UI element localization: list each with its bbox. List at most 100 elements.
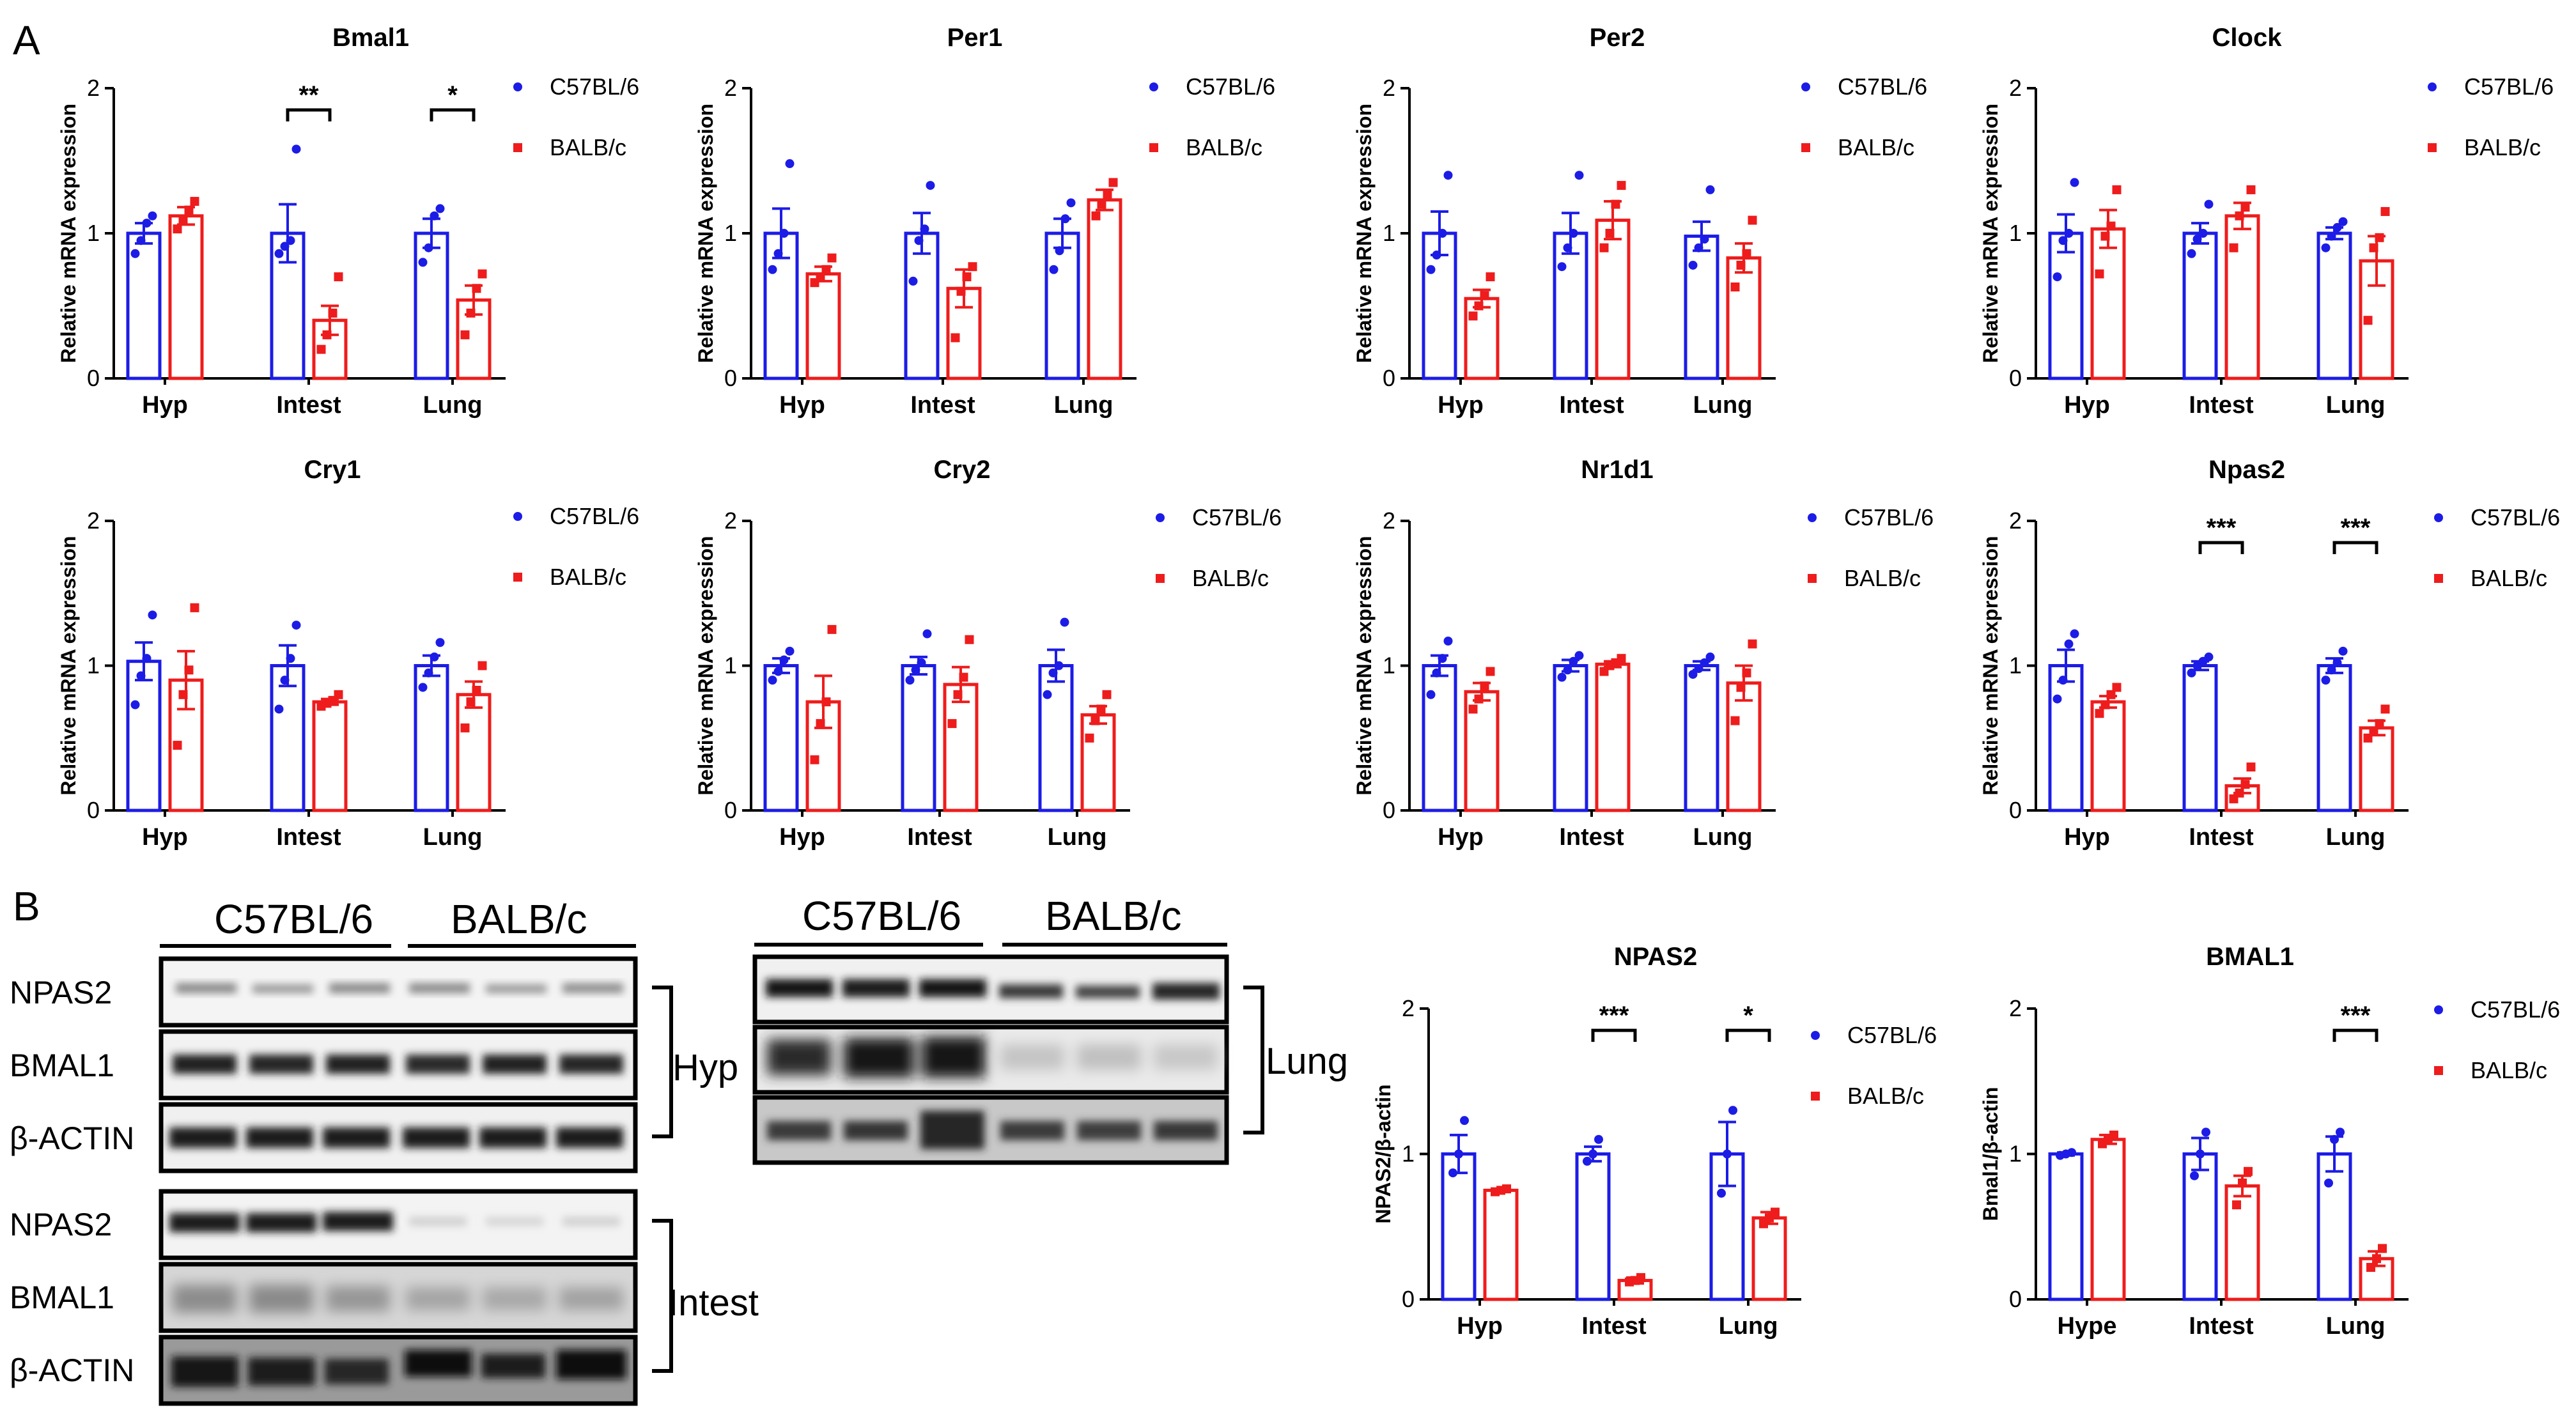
x-tick-label: Lung [1054,392,1113,419]
significance-label: *** [1599,1002,1629,1030]
significance-bracket [2198,541,2244,554]
data-point-balb [477,661,487,670]
data-point-balb [1502,1184,1511,1194]
data-point-c57 [2058,676,2068,685]
legend-label-balb: BALB/c [1844,565,1921,591]
data-point-balb [1486,272,1495,282]
data-point-balb [1474,694,1484,704]
data-point-balb [460,330,470,339]
data-point-balb [2095,269,2104,279]
x-tick-label: Hyp [1438,392,1484,419]
legend-marker-balb [1801,143,1810,152]
data-point-c57 [1448,1168,1457,1178]
bar-c57-lung [1684,235,1719,380]
data-point-c57 [1557,262,1567,272]
data-point-balb [1085,733,1094,743]
data-point-c57 [905,676,915,685]
data-point-balb [472,686,481,695]
wb-hyp-label-bmal1: BMAL1 [10,1048,114,1083]
data-point-c57 [424,243,433,252]
x-tick-label: Intest [1581,1313,1647,1340]
x-tick-label: Lung [1048,824,1107,851]
data-point-balb [2235,211,2244,221]
data-point-c57 [2067,1148,2076,1157]
wb-lung-bmal1-strip [752,1025,1229,1095]
x-tick-label: Lung [2326,392,2386,419]
data-point-balb [1617,181,1626,190]
data-point-c57 [1454,1149,1463,1159]
x-tick-label: Lung [1693,392,1753,419]
wb-intest-npas2-bands [169,1212,620,1232]
data-point-c57 [1574,651,1584,660]
data-point-balb [1103,189,1112,199]
significance-label: ** [299,81,319,109]
bar-c57-lung [414,231,449,380]
x-tick-label: Lung [1693,824,1753,851]
data-point-balb [2246,185,2256,194]
data-point-balb [1748,639,1757,649]
data-point-balb [1091,211,1101,221]
data-point-c57 [2332,658,2342,667]
legend-label-balb: BALB/c [1838,134,1914,160]
legend-marker-c57 [1811,1031,1820,1040]
data-point-balb [1730,282,1740,291]
legend-label-balb: BALB/c [2471,565,2547,591]
data-point-c57 [286,654,295,663]
data-point-c57 [2327,665,2336,675]
bar-c57-intest [901,664,936,812]
data-point-c57 [1426,690,1436,699]
data-point-balb [953,690,963,699]
charts-container: Bmal1 0 1 2 Relative mRNA expression Hyp Intes… [57,24,2560,1340]
legend-label-balb: BALB/c [1847,1083,1924,1109]
data-point-c57 [1066,198,1076,208]
data-point-balb [2363,733,2373,743]
data-point-c57 [768,265,777,274]
data-point-c57 [286,236,295,245]
data-point-c57 [280,676,290,685]
significance-bracket [1591,1028,1637,1042]
wb-lung-npas2-strip [752,954,1229,1025]
legend-label-c57: C57BL/6 [1192,504,1282,530]
chart-title: Nr1d1 [1581,456,1653,484]
wb-hyp-label-actin: β-ACTIN [10,1120,134,1156]
bar-c57-hype [2048,1152,2084,1301]
bar-c57-intest [904,231,940,380]
data-point-c57 [1432,251,1441,260]
data-point-c57 [136,236,146,245]
data-point-c57 [768,676,777,685]
chart-cry2: Cry2 0 1 2 Relative mRNA expression Hyp Intest… [694,456,1282,851]
wb-lung-npas2-bands [766,979,1220,1000]
x-tick-label: Lung [2326,824,2386,851]
data-point-c57 [2204,199,2214,209]
significance-label: * [1743,1002,1753,1030]
data-point-c57 [1700,235,1709,244]
data-point-c57 [418,683,428,692]
y-axis-label: Relative mRNA expression [57,536,80,795]
bar-balb-intest [1595,662,1631,812]
y-tick-label: 0 [87,365,100,391]
data-point-balb [1605,229,1615,238]
wb-intest-bracket [652,1219,673,1373]
data-point-balb [1474,301,1484,311]
x-tick-label: Hyp [1438,824,1484,851]
data-point-balb [322,330,332,339]
data-point-balb [2244,1166,2253,1176]
x-tick-label: Lung [423,392,483,419]
data-point-c57 [1694,664,1703,674]
data-point-c57 [2338,217,2348,226]
chart-title: Per1 [947,24,1003,52]
legend-label-balb: BALB/c [550,134,626,160]
data-point-c57 [1594,1134,1603,1144]
data-point-balb [2240,780,2250,789]
data-point-c57 [1460,1116,1469,1126]
data-point-balb [2112,185,2122,194]
western-blot-left: C57BL/6 BALB/c [10,896,759,1406]
data-point-c57 [1588,1149,1597,1159]
data-point-c57 [1563,243,1572,252]
data-point-balb [2378,1244,2387,1253]
data-point-balb [1617,654,1626,663]
legend-label-balb: BALB/c [1186,134,1262,160]
y-tick-label: 1 [87,220,100,246]
wb-hyp-actin-bands [169,1127,623,1148]
data-point-c57 [1688,260,1698,270]
